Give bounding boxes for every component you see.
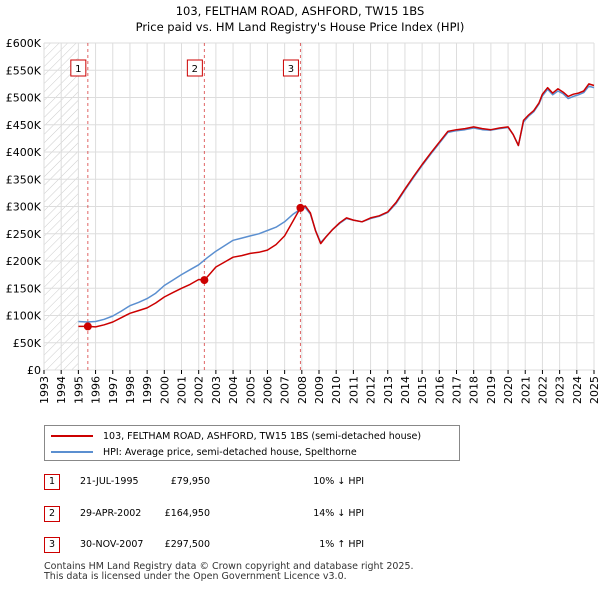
transaction-row: 1 21-JUL-1995 £79,950 10% ↓ HPI [44, 474, 444, 490]
x-tick-label: 2022 [536, 376, 549, 404]
transaction-badge-chart: 2 [186, 59, 203, 77]
x-tick-label: 2024 [571, 376, 584, 404]
transaction-row: 3 30-NOV-2007 £297,500 1% ↑ HPI [44, 537, 444, 553]
gridlines [43, 42, 595, 371]
y-tick-label: £200K [6, 255, 42, 268]
x-tick-label: 2000 [158, 376, 171, 404]
y-tick-label: £550K [6, 64, 42, 77]
x-tick-label: 2017 [451, 376, 464, 404]
transaction-badge-chart: 1 [70, 59, 87, 77]
x-tick-label: 2009 [313, 376, 326, 404]
x-tick-label: 1999 [141, 376, 154, 404]
x-tick-label: 2011 [347, 376, 360, 404]
y-axis: £0 £50K £100K £150K £200K £250K £300K £350K £400… [6, 37, 42, 377]
footer-copyright: Contains HM Land Registry data © Crown c… [44, 561, 414, 572]
series-lines [78, 83, 595, 328]
x-tick-label: 2018 [468, 376, 481, 404]
y-tick-label: £150K [6, 282, 42, 295]
legend-item-hpi: HPI: Average price, semi-detached house,… [51, 444, 357, 460]
transaction-price: £297,500 [164, 539, 210, 550]
footer-attribution: Contains HM Land Registry data © Crown c… [44, 562, 414, 582]
x-tick-label: 2013 [382, 376, 395, 404]
x-tick-label: 2012 [365, 376, 378, 404]
transaction-date: 21-JUL-1995 [80, 476, 139, 487]
y-tick-label: £250K [6, 228, 42, 241]
x-tick-label: 2005 [244, 376, 257, 404]
transaction-badge: 3 [44, 537, 60, 553]
x-axis: 1993 1994 1995 1996 1997 1998 1999 2000 2001 2002… [38, 370, 600, 404]
transaction-badge-box [70, 59, 87, 77]
x-tick-label: 2019 [485, 376, 498, 404]
x-tick-label: 2007 [279, 376, 292, 404]
y-tick-label: £400K [6, 146, 42, 159]
transaction-badge-box [282, 59, 299, 77]
transaction-badge-label: 3 [288, 64, 294, 75]
transaction-badge-label: 2 [192, 64, 198, 75]
y-tick-label: £50K [13, 337, 42, 350]
transaction-date: 29-APR-2002 [80, 508, 142, 519]
transaction-badge: 2 [44, 506, 60, 522]
legend-swatch-property [51, 435, 93, 437]
x-tick-label: 2016 [433, 376, 446, 404]
x-tick-label: 2021 [519, 376, 532, 404]
x-tick-label: 2020 [502, 376, 515, 404]
transaction-marker [83, 322, 92, 331]
x-tick-label: 2002 [193, 376, 206, 404]
x-tick-label: 2008 [296, 376, 309, 404]
transaction-price: £79,950 [170, 476, 210, 487]
transaction-badge-box [186, 59, 203, 77]
legend-label-property: 103, FELTHAM ROAD, ASHFORD, TW15 1BS (se… [103, 430, 422, 442]
price-chart: 103, FELTHAM ROAD, ASHFORD, TW15 1BS Pri… [6, 4, 600, 404]
transaction-date: 30-NOV-2007 [80, 539, 144, 550]
x-tick-label: 2023 [554, 376, 567, 404]
y-tick-label: £100K [6, 310, 42, 323]
x-tick-label: 1995 [72, 376, 85, 404]
footer-licence: This data is licensed under the Open Gov… [44, 571, 347, 582]
x-tick-label: 1993 [38, 376, 51, 404]
x-tick-label: 2025 [588, 376, 600, 404]
x-tick-label: 1997 [107, 376, 120, 404]
transaction-hpi: 10% ↓ HPI [313, 476, 364, 487]
legend-swatch-hpi [51, 451, 93, 453]
legend: 103, FELTHAM ROAD, ASHFORD, TW15 1BS (se… [44, 425, 460, 461]
transaction-markers [83, 203, 305, 331]
x-tick-label: 2006 [261, 376, 274, 404]
y-tick-label: £600K [6, 37, 42, 50]
transaction-row: 2 29-APR-2002 £164,950 14% ↓ HPI [44, 506, 444, 522]
x-tick-label: 2001 [176, 376, 189, 404]
legend-item-property: 103, FELTHAM ROAD, ASHFORD, TW15 1BS (se… [51, 428, 421, 444]
transaction-badge: 1 [44, 474, 60, 490]
series-line-property [78, 83, 595, 328]
transaction-hpi: 14% ↓ HPI [313, 508, 364, 519]
x-tick-label: 1996 [90, 376, 103, 404]
y-tick-label: £0 [27, 364, 41, 377]
x-tick-label: 1998 [124, 376, 137, 404]
chart-subtitle: Price paid vs. HM Land Registry's House … [136, 20, 465, 34]
chart-title: 103, FELTHAM ROAD, ASHFORD, TW15 1BS [176, 4, 425, 18]
legend-label-hpi: HPI: Average price, semi-detached house,… [103, 446, 357, 458]
transaction-hpi: 1% ↑ HPI [319, 539, 364, 550]
y-tick-label: £300K [6, 201, 42, 214]
x-tick-label: 2004 [227, 376, 240, 404]
transaction-marker [296, 203, 305, 212]
x-tick-label: 2014 [399, 376, 412, 404]
x-tick-label: 2003 [210, 376, 223, 404]
y-tick-label: £500K [6, 92, 42, 105]
y-tick-label: £450K [6, 119, 42, 132]
x-tick-label: 1994 [55, 376, 68, 404]
transaction-price: £164,950 [164, 508, 210, 519]
transaction-badge-chart: 3 [282, 59, 299, 77]
transaction-marker [200, 276, 209, 285]
transaction-badge-label: 1 [75, 64, 81, 75]
y-tick-label: £350K [6, 173, 42, 186]
x-tick-label: 2015 [416, 376, 429, 404]
x-tick-label: 2010 [330, 376, 343, 404]
